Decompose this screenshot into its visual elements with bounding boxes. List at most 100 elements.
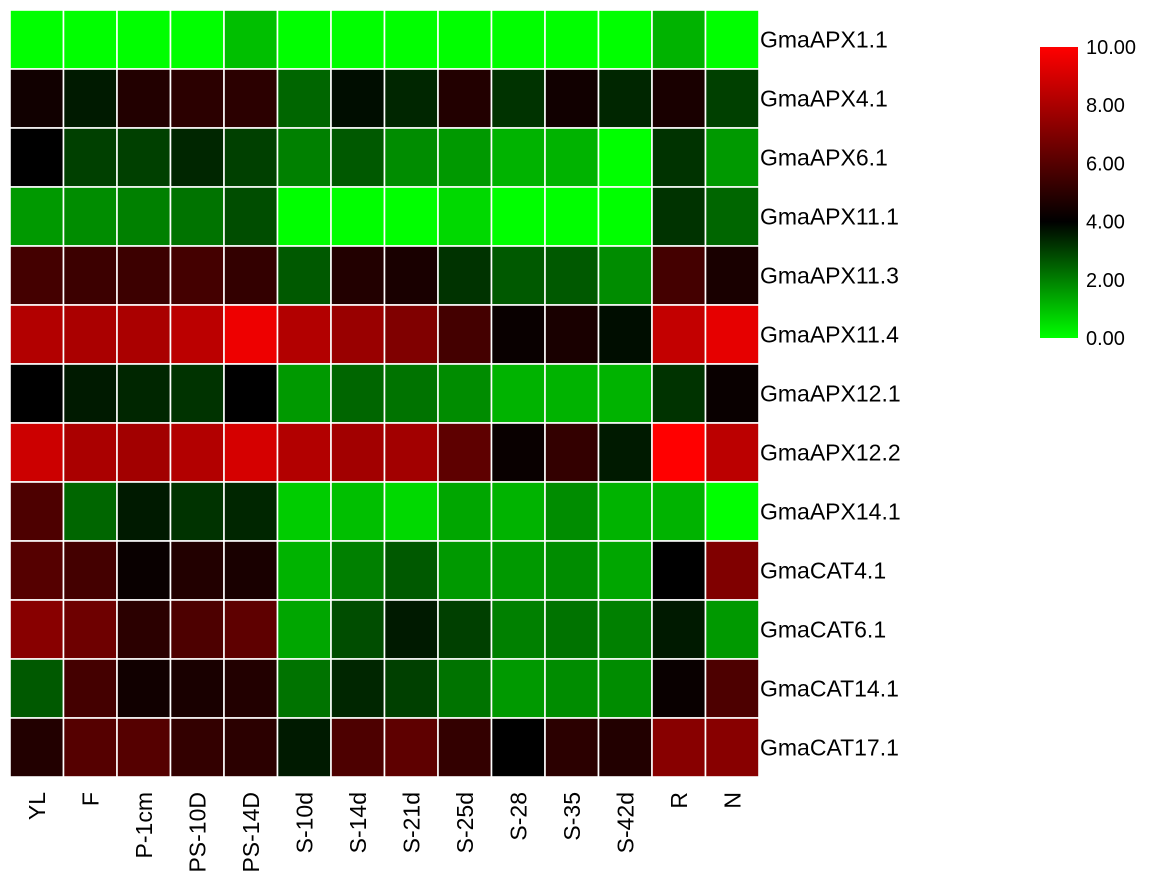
- heatmap-cell: [9, 245, 65, 306]
- heatmap-cell: [490, 599, 546, 660]
- heatmap-cell: [544, 9, 600, 70]
- column-label: N: [719, 792, 745, 809]
- heatmap-cell: [9, 9, 65, 70]
- heatmap-cell: [383, 540, 439, 601]
- heatmap-cell: [330, 717, 386, 778]
- heatmap-cell: [116, 245, 172, 306]
- heatmap-cell: [383, 481, 439, 542]
- heatmap-cell: [223, 304, 279, 365]
- heatmap-cell: [704, 481, 760, 542]
- heatmap-cell: [704, 363, 760, 424]
- heatmap-cell: [330, 304, 386, 365]
- heatmap-cell: [490, 186, 546, 247]
- heatmap-cell: [62, 658, 118, 719]
- row-label: GmaCAT14.1: [760, 676, 899, 702]
- heatmap-cell: [437, 599, 493, 660]
- heatmap-cell: [437, 9, 493, 70]
- heatmap-cell: [490, 363, 546, 424]
- heatmap-cell: [223, 481, 279, 542]
- color-scale-tick-label: 10.00: [1086, 37, 1136, 59]
- heatmap-cell: [437, 540, 493, 601]
- heatmap-cell: [383, 422, 439, 483]
- heatmap-cell: [490, 245, 546, 306]
- heatmap-cell: [330, 186, 386, 247]
- heatmap-cell: [169, 599, 225, 660]
- heatmap-cell: [490, 68, 546, 129]
- heatmap-cell: [116, 658, 172, 719]
- heatmap-cell: [223, 68, 279, 129]
- heatmap-cell: [544, 599, 600, 660]
- column-label: S-10d: [291, 792, 317, 853]
- heatmap-cell: [437, 304, 493, 365]
- heatmap-cell: [651, 717, 707, 778]
- row-label: GmaAPX1.1: [760, 27, 888, 53]
- heatmap-cell: [276, 304, 332, 365]
- row-label: GmaAPX6.1: [760, 145, 888, 171]
- heatmap-cell: [544, 127, 600, 188]
- column-label: S-21d: [398, 792, 424, 853]
- heatmap-cell: [223, 658, 279, 719]
- heatmap-cell: [9, 540, 65, 601]
- heatmap-cell: [62, 481, 118, 542]
- heatmap-cell: [651, 245, 707, 306]
- heatmap-cell: [383, 245, 439, 306]
- heatmap-cell: [116, 422, 172, 483]
- heatmap-cell: [169, 481, 225, 542]
- heatmap-cell: [223, 245, 279, 306]
- heatmap-cell: [383, 717, 439, 778]
- heatmap-cell: [544, 304, 600, 365]
- color-scale-ticks: 10.00 8.00 6.00 4.00 2.00 0.00: [1086, 37, 1136, 350]
- heatmap-cell: [62, 422, 118, 483]
- row-label: GmaAPX14.1: [760, 499, 901, 525]
- column-label: S-28: [505, 792, 531, 841]
- heatmap-cell: [116, 481, 172, 542]
- heatmap-cell: [62, 540, 118, 601]
- heatmap-cell: [169, 186, 225, 247]
- heatmap-cell: [9, 481, 65, 542]
- column-label: S-35: [559, 792, 585, 841]
- heatmap-cell: [276, 658, 332, 719]
- heatmap-cell: [276, 540, 332, 601]
- column-label: S-42d: [612, 792, 638, 853]
- heatmap-cell: [276, 422, 332, 483]
- heatmap-cell: [651, 599, 707, 660]
- heatmap-cell: [223, 717, 279, 778]
- heatmap-cell: [62, 245, 118, 306]
- heatmap-cell: [383, 68, 439, 129]
- heatmap-cell: [62, 9, 118, 70]
- heatmap-cell: [597, 481, 653, 542]
- heatmap-cell: [597, 540, 653, 601]
- heatmap-cell: [437, 422, 493, 483]
- heatmap-cell: [544, 186, 600, 247]
- heatmap-cell: [383, 304, 439, 365]
- color-scale-tick-label: 2.00: [1086, 270, 1125, 292]
- heatmap-cell: [116, 599, 172, 660]
- row-label: GmaCAT17.1: [760, 735, 899, 761]
- heatmap-cell: [704, 68, 760, 129]
- heatmap-cell: [437, 127, 493, 188]
- heatmap-cell: [704, 245, 760, 306]
- heatmap-cell: [437, 186, 493, 247]
- heatmap-cell: [651, 363, 707, 424]
- row-labels: GmaAPX1.1 GmaAPX4.1 GmaAPX6.1 GmaAPX11.1 Gma…: [760, 27, 901, 761]
- heatmap-cell: [116, 127, 172, 188]
- column-label: YL: [24, 792, 50, 820]
- heatmap-cell: [169, 363, 225, 424]
- heatmap-cell: [276, 481, 332, 542]
- color-scale-tick-label: 6.00: [1086, 153, 1125, 175]
- heatmap-cell: [383, 127, 439, 188]
- heatmap-cell: [437, 68, 493, 129]
- heatmap-cell: [704, 422, 760, 483]
- heatmap-cell: [651, 68, 707, 129]
- heatmap-cell: [276, 9, 332, 70]
- heatmap-cell: [597, 245, 653, 306]
- heatmap-cell: [62, 127, 118, 188]
- heatmap-cell: [651, 658, 707, 719]
- heatmap-cell: [383, 186, 439, 247]
- row-label: GmaAPX4.1: [760, 86, 888, 112]
- column-label: R: [666, 792, 692, 809]
- heatmap-cell: [704, 304, 760, 365]
- heatmap-cell: [330, 9, 386, 70]
- heatmap-cell: [490, 658, 546, 719]
- heatmap-cell: [330, 245, 386, 306]
